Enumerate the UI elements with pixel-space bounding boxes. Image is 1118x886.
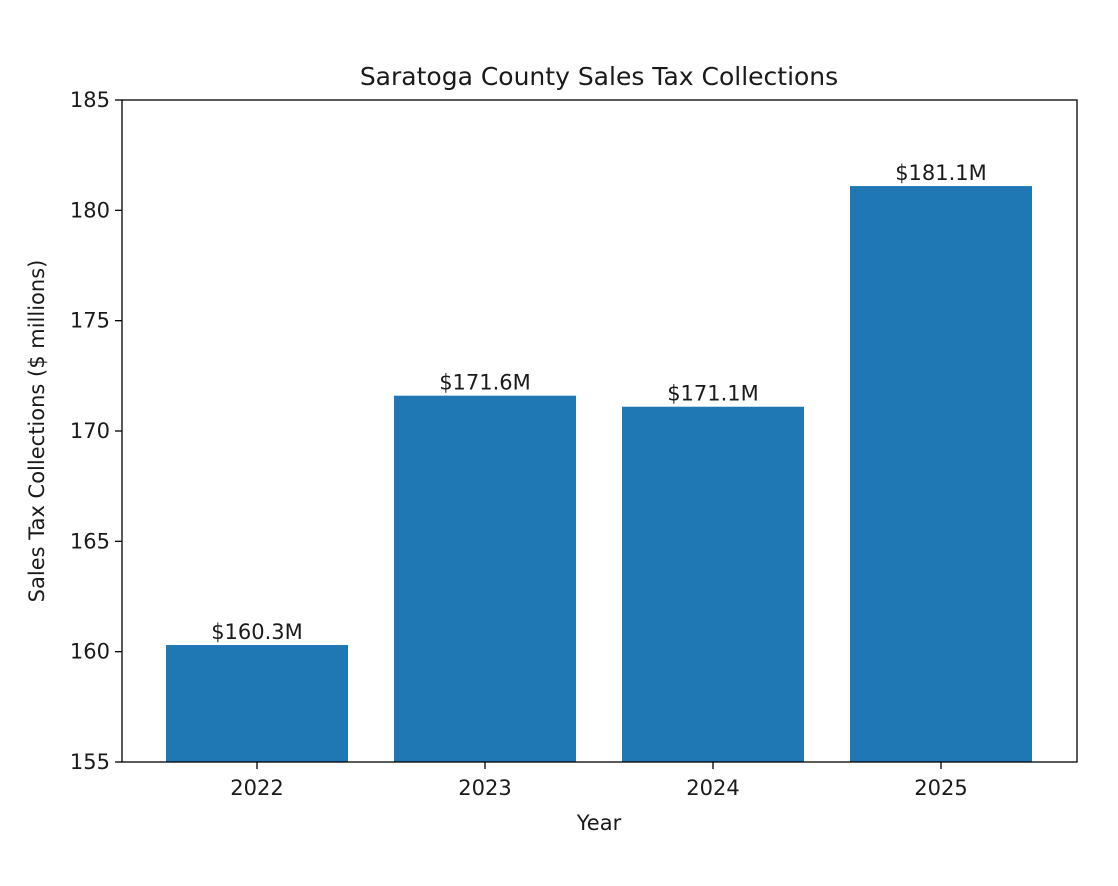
plot-frame	[121, 99, 1078, 763]
bar-2025	[850, 186, 1032, 762]
y-tick-label-180: 180	[70, 198, 110, 222]
chart-title: Saratoga County Sales Tax Collections	[360, 62, 838, 91]
y-tick-label-160: 160	[70, 640, 110, 664]
y-tick-label-185: 185	[70, 88, 110, 112]
data-label-2025: $181.1M	[895, 161, 987, 185]
data-label-2023: $171.6M	[439, 371, 531, 395]
x-tick-label-2024: 2024	[686, 776, 739, 800]
bar-2022	[166, 645, 348, 762]
data-label-2022: $160.3M	[211, 620, 303, 644]
y-tick-label-170: 170	[70, 419, 110, 443]
bar-2023	[394, 395, 576, 762]
y-tick-label-155: 155	[70, 750, 110, 774]
x-tick-label-2025: 2025	[914, 776, 967, 800]
y-tick-label-175: 175	[70, 309, 110, 333]
y-tick-label-165: 165	[70, 529, 110, 553]
data-label-2024: $171.1M	[667, 382, 759, 406]
bar-2024	[622, 406, 804, 762]
y-axis-label: Sales Tax Collections ($ millions)	[25, 260, 49, 603]
x-tick-label-2023: 2023	[458, 776, 511, 800]
x-tick-label-2022: 2022	[230, 776, 283, 800]
x-axis-label: Year	[576, 811, 622, 835]
